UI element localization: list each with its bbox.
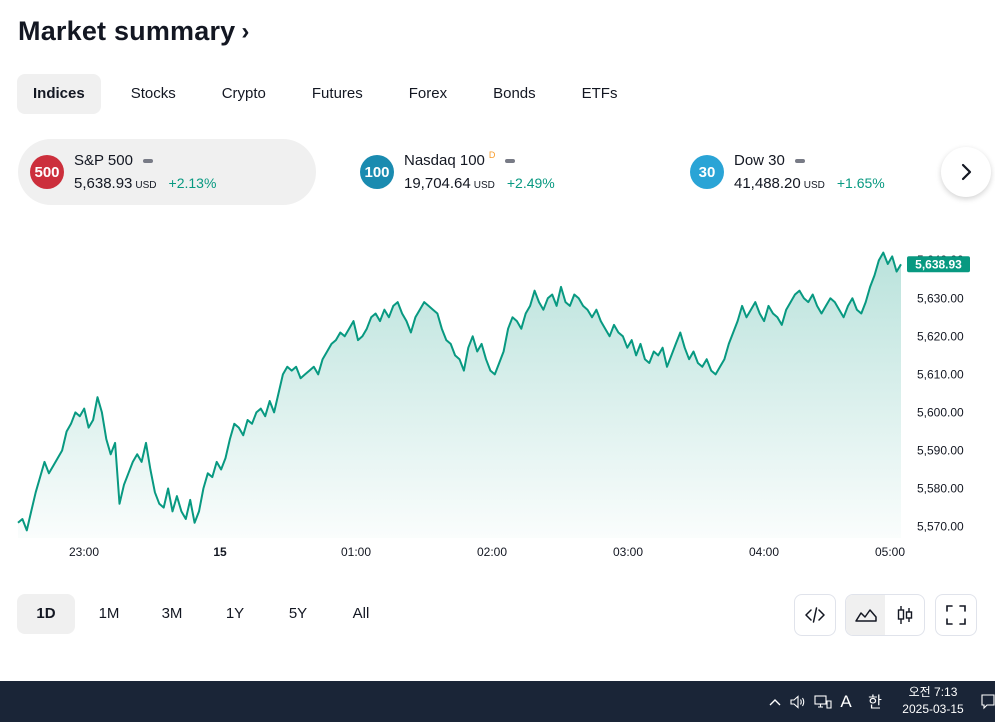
notifications-button[interactable] [980, 681, 995, 722]
clock-time: 오전 7:13 [908, 685, 958, 699]
price-chart-svg: 5,570.00 5,580.00 5,590.00 5,600.00 5,610.00… [17, 251, 970, 559]
x-tick-label: 04:00 [749, 545, 779, 559]
next-cards-button[interactable] [941, 147, 991, 197]
tab-bonds[interactable]: Bonds [493, 85, 536, 102]
speaker-icon [790, 694, 805, 709]
sp500-badge: 500 [30, 155, 64, 189]
y-tick-label: 5,600.00 [917, 405, 964, 419]
x-tick-label: 02:00 [477, 545, 507, 559]
chevron-up-icon [769, 698, 781, 705]
tab-indices[interactable]: Indices [17, 74, 101, 114]
x-tick-label: 05:00 [875, 545, 905, 559]
tab-futures[interactable]: Futures [311, 85, 363, 102]
y-tick-label: 5,570.00 [917, 520, 964, 534]
tab-crypto[interactable]: Crypto [221, 85, 266, 102]
market-status-icon [142, 158, 153, 163]
range-1m[interactable]: 1M [98, 605, 120, 622]
index-value: 19,704.64 [404, 175, 471, 192]
index-unit: USD [135, 180, 157, 191]
index-cards: 500 S&P 500 5,638.93 USD +2.13% 100 Nasd… [18, 139, 995, 205]
show-hidden-icons-button[interactable] [766, 681, 784, 722]
embed-button[interactable] [794, 594, 836, 636]
x-tick-label: 23:00 [69, 545, 99, 559]
index-name: Nasdaq 100 [404, 152, 485, 169]
range-selector: 1D 1M 3M 1Y 5Y All [17, 594, 395, 634]
volume-button[interactable] [788, 681, 808, 722]
fullscreen-button[interactable] [935, 594, 977, 636]
code-icon [805, 607, 825, 623]
delayed-data-icon: D [488, 149, 496, 160]
category-tabs: Indices Stocks Crypto Futures Forex Bond… [17, 74, 647, 114]
dow30-badge: 30 [690, 155, 724, 189]
x-tick-label: 01:00 [341, 545, 371, 559]
page-title: Market summary [18, 16, 236, 46]
price-chart[interactable]: 5,570.00 5,580.00 5,590.00 5,600.00 5,610.00… [0, 240, 995, 570]
index-name: S&P 500 [74, 152, 133, 169]
nasdaq100-badge: 100 [360, 155, 394, 189]
y-tick-label: 5,630.00 [917, 291, 964, 305]
chevron-right-icon [961, 163, 972, 181]
last-price-label: 5,638.93 [915, 257, 962, 271]
index-unit: USD [803, 180, 825, 191]
range-1y[interactable]: 1Y [225, 605, 245, 622]
clock-date: 2025-03-15 [902, 702, 964, 716]
windows-taskbar: A 한 오전 7:13 2025-03-15 [0, 681, 995, 722]
range-all[interactable]: All [352, 605, 370, 622]
market-status-icon [505, 158, 516, 163]
range-5y[interactable]: 5Y [288, 605, 308, 622]
candlestick-chart-button[interactable] [885, 595, 924, 635]
price-area-fill [18, 252, 901, 538]
x-tick-label: 15 [213, 545, 227, 559]
tab-etfs[interactable]: ETFs [581, 85, 618, 102]
index-value: 41,488.20 [734, 175, 801, 192]
y-tick-label: 5,590.00 [917, 443, 964, 457]
index-change: +2.13% [168, 175, 217, 191]
tab-stocks[interactable]: Stocks [130, 85, 176, 102]
range-1d[interactable]: 1D [17, 594, 75, 634]
area-chart-button[interactable] [846, 595, 885, 635]
index-card-sp500[interactable]: 500 S&P 500 5,638.93 USD +2.13% [18, 139, 316, 205]
chevron-right-icon: › [241, 17, 250, 45]
area-chart-icon [854, 609, 877, 622]
index-unit: USD [473, 180, 495, 191]
y-tick-label: 5,580.00 [917, 482, 964, 496]
index-name: Dow 30 [734, 152, 785, 169]
candlestick-icon [897, 606, 912, 624]
last-price-tag [907, 256, 970, 273]
input-language-indicator[interactable]: A [840, 691, 852, 711]
range-3m[interactable]: 3M [161, 605, 183, 622]
index-card-dow30[interactable]: 30 Dow 30 41,488.20 USD +1.65% [678, 139, 938, 205]
taskbar-clock[interactable]: 오전 7:13 2025-03-15 [893, 684, 973, 718]
fullscreen-icon [946, 605, 966, 625]
index-card-nasdaq100[interactable]: 100 Nasdaq 100 D 19,704.64 USD +2.49% [348, 139, 638, 205]
network-button[interactable] [812, 681, 834, 722]
notification-icon [980, 693, 995, 709]
index-change: +1.65% [836, 175, 885, 191]
chart-type-toggle [845, 594, 925, 636]
ime-mode-indicator[interactable]: 한 [868, 694, 882, 711]
index-change: +2.49% [506, 175, 555, 191]
tab-forex[interactable]: Forex [408, 85, 448, 102]
y-tick-label: 5,610.00 [917, 367, 964, 381]
index-value: 5,638.93 [74, 175, 133, 192]
network-icon [814, 694, 832, 709]
x-tick-label: 03:00 [613, 545, 643, 559]
price-line [17, 251, 902, 532]
market-summary-title[interactable]: Market summary › [18, 16, 250, 47]
market-status-icon [794, 158, 805, 163]
y-tick-label: 5,620.00 [917, 329, 964, 343]
